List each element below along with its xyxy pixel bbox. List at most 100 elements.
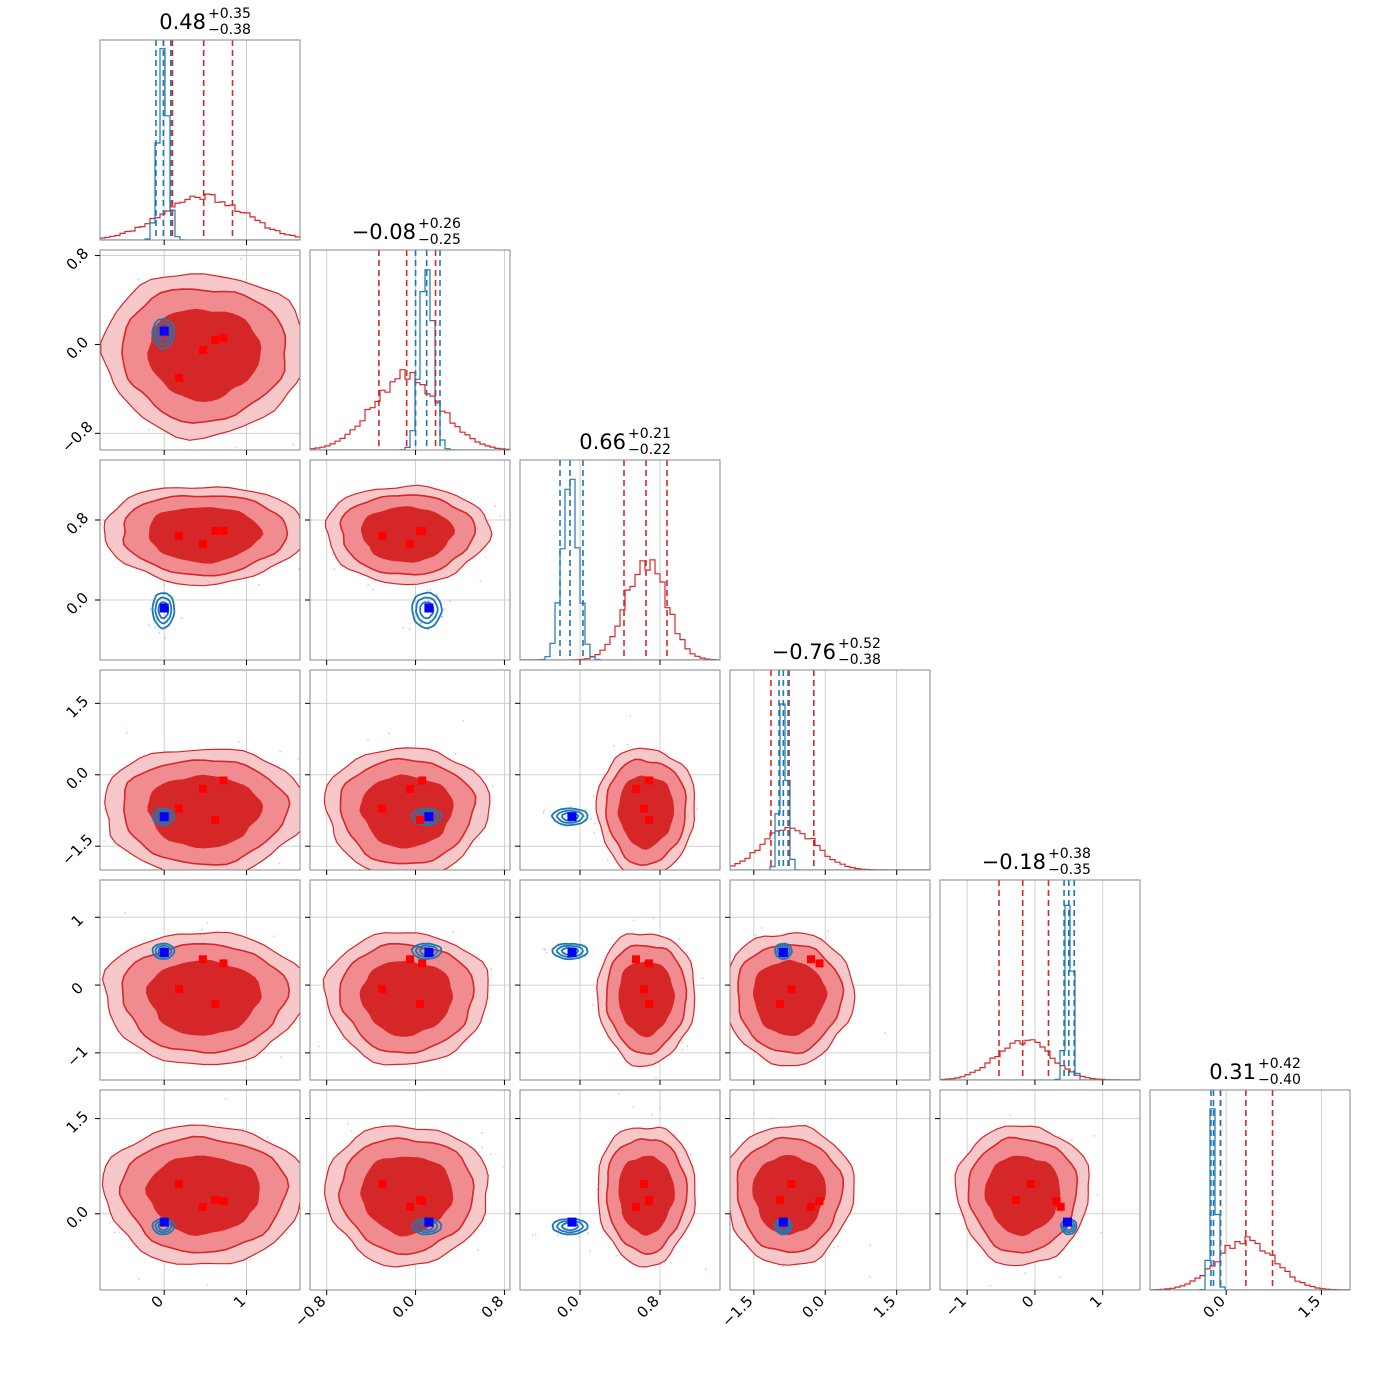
y-tick-label: −1.5 xyxy=(58,830,96,868)
scatter-point-blue xyxy=(531,1234,534,1237)
scatter-point-red xyxy=(367,584,370,587)
contour-red-inner xyxy=(145,1155,260,1237)
scatter-point-blue xyxy=(147,624,150,626)
red-marker xyxy=(787,985,796,994)
scatter-point-red xyxy=(837,1245,839,1248)
panel-frame xyxy=(1149,1089,1351,1291)
y-tick-label: 0.8 xyxy=(63,509,93,539)
contour-red-inner xyxy=(752,1154,827,1236)
contour-blue-level-0 xyxy=(157,601,170,620)
histogram-panel-1 xyxy=(309,249,511,455)
contour-blue-level-1 xyxy=(154,809,173,825)
contour-red-inner xyxy=(145,960,262,1036)
y-tick-label: 1.5 xyxy=(63,1107,93,1137)
contour-blue-level-2 xyxy=(411,942,443,960)
scatter-point-red xyxy=(462,719,465,722)
histogram-panel-3 xyxy=(729,669,931,875)
scatter-point-red xyxy=(632,919,635,922)
x-tick-label: 1.5 xyxy=(1295,1292,1325,1322)
panel-plot-area xyxy=(709,880,930,1084)
scatter-point-blue xyxy=(149,608,152,610)
blue-marker xyxy=(567,948,577,957)
x-tick-label: 0 xyxy=(148,1292,167,1311)
panel-plot-area xyxy=(304,1090,510,1290)
scatter-point-blue xyxy=(545,951,548,954)
blue-marker xyxy=(424,812,434,822)
scatter-point-red xyxy=(709,1048,711,1050)
panel-plot-area xyxy=(310,670,510,870)
scatter-point-blue xyxy=(570,806,573,808)
scatter-point-red xyxy=(92,1198,94,1200)
contour-panel-4-3 xyxy=(709,879,931,1085)
scatter-point-red xyxy=(305,1258,307,1260)
title-plus-error: +0.26 xyxy=(418,216,461,232)
scatter-point-red xyxy=(632,1106,634,1108)
scatter-point-red xyxy=(234,446,237,449)
x-tick-label: 0.0 xyxy=(1199,1292,1229,1322)
contour-panel-5-2: 0.0 0.8 xyxy=(515,1089,721,1322)
scatter-point-red xyxy=(206,1284,209,1286)
red-marker xyxy=(406,540,414,548)
contour-blue-level-2 xyxy=(551,1218,589,1236)
title-minus-error: −0.38 xyxy=(208,22,251,38)
histogram-red-series xyxy=(310,369,510,450)
scatter-point-red xyxy=(673,1134,676,1136)
title-plus-error: +0.35 xyxy=(208,6,251,22)
scatter-point-red xyxy=(655,1076,657,1079)
scatter-point-red xyxy=(823,1082,825,1084)
scatter-point-red xyxy=(727,987,729,989)
scatter-point-red xyxy=(304,1182,306,1184)
panel-title-4: −0.18 +0.38−0.35 xyxy=(982,846,1091,878)
contour-panel-4-2 xyxy=(515,879,721,1085)
scatter-point-red xyxy=(109,1222,111,1224)
panel-plot-area xyxy=(926,1090,1140,1290)
contour-panel-2-0: 0.0 0.8 xyxy=(63,459,301,665)
scatter-point-blue xyxy=(426,589,429,591)
red-marker xyxy=(632,955,640,964)
scatter-point-red xyxy=(125,731,128,734)
red-marker xyxy=(1011,1195,1020,1204)
title-minus-error: −0.35 xyxy=(1048,862,1091,878)
scatter-point-blue xyxy=(584,955,587,958)
scatter-point-red xyxy=(347,1122,350,1125)
red-marker xyxy=(776,1195,784,1204)
scatter-point-red xyxy=(884,1032,887,1034)
contour-panel-2-1 xyxy=(305,459,511,665)
scatter-point-red xyxy=(113,1231,116,1234)
red-marker xyxy=(645,776,653,785)
title-value: 0.48 xyxy=(159,10,206,34)
scatter-point-red xyxy=(760,927,763,929)
contour-blue-level-2 xyxy=(151,942,176,960)
scatter-point-blue xyxy=(440,616,443,619)
scatter-point-red xyxy=(704,1268,707,1271)
scatter-point-red xyxy=(477,1249,479,1251)
red-marker xyxy=(211,1195,220,1204)
panel-title-5: 0.31 +0.42−0.40 xyxy=(1209,1056,1301,1088)
scatter-point-red xyxy=(926,1204,928,1206)
histogram-panel-0 xyxy=(99,39,301,245)
scatter-point-red xyxy=(701,977,704,979)
panel-frame xyxy=(309,249,511,451)
scatter-point-blue xyxy=(1077,1231,1080,1234)
scatter-point-red xyxy=(488,997,491,999)
contour-blue-level-2 xyxy=(550,807,589,827)
contour-panel-5-4: −1 0 1 xyxy=(926,1089,1141,1320)
scatter-point-red xyxy=(350,1130,353,1132)
panel-plot-area xyxy=(310,880,510,1080)
scatter-point-red xyxy=(479,580,482,582)
scatter-point-red xyxy=(592,795,595,798)
x-tick-label: −0.8 xyxy=(291,1292,329,1330)
red-marker xyxy=(378,532,387,540)
panel-frame xyxy=(99,669,301,871)
scatter-point-red xyxy=(481,1146,484,1149)
red-marker xyxy=(175,804,183,813)
scatter-point-red xyxy=(589,1250,592,1253)
scatter-point-red xyxy=(1009,1114,1012,1117)
contour-blue-level-2 xyxy=(551,942,589,961)
scatter-point-red xyxy=(244,1067,247,1070)
histogram-blue-series xyxy=(520,478,720,660)
y-tick-label: 1.5 xyxy=(63,692,93,722)
scatter-point-red xyxy=(332,553,334,555)
scatter-point-red xyxy=(678,938,681,941)
panels: −0.8 0.0 0.8 0.0 0.8 −1.5 0.0 1.5 −1 0 1 0 1 0.0 1.5 −0… xyxy=(58,39,1351,1331)
